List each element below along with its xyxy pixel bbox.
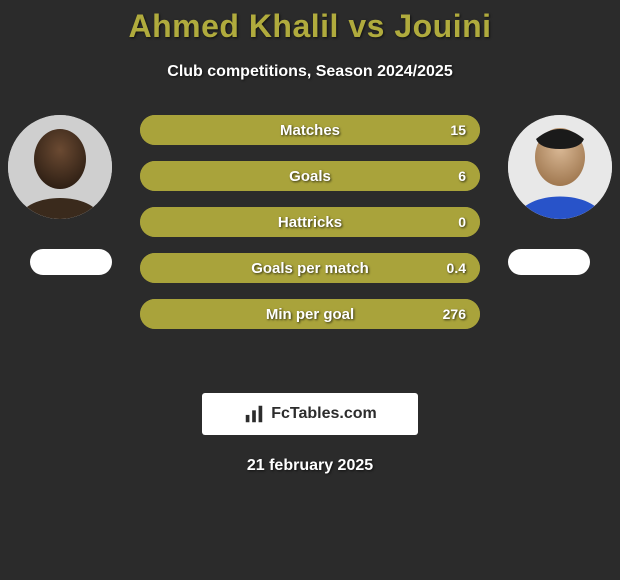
stat-bar-label: Min per goal bbox=[266, 306, 354, 323]
stat-bar-label: Goals per match bbox=[251, 260, 369, 277]
subtitle: Club competitions, Season 2024/2025 bbox=[0, 63, 620, 81]
avatar-placeholder-icon bbox=[508, 115, 612, 219]
stat-bar: Min per goal 276 bbox=[140, 299, 480, 329]
stat-bar-label: Goals bbox=[289, 168, 331, 185]
stat-bar-label: Hattricks bbox=[278, 214, 342, 231]
stat-bar-label: Matches bbox=[280, 122, 340, 139]
stat-bar-right-value: 6 bbox=[458, 168, 466, 184]
branding-badge: FcTables.com bbox=[202, 393, 418, 435]
date-label: 21 february 2025 bbox=[0, 457, 620, 475]
avatar-placeholder-icon bbox=[8, 115, 112, 219]
stat-bars: Matches 15 Goals 6 Hattricks 0 Goals per match… bbox=[140, 115, 480, 345]
player-left-avatar bbox=[8, 115, 112, 219]
player-right-avatar bbox=[508, 115, 612, 219]
stat-bar: Matches 15 bbox=[140, 115, 480, 145]
stat-bar: Goals per match 0.4 bbox=[140, 253, 480, 283]
stat-bar: Goals 6 bbox=[140, 161, 480, 191]
stat-bar-right-value: 0 bbox=[458, 214, 466, 230]
stat-bar-right-value: 0.4 bbox=[447, 260, 466, 276]
page-title: Ahmed Khalil vs Jouini bbox=[0, 8, 620, 45]
content-area: Matches 15 Goals 6 Hattricks 0 Goals per match… bbox=[0, 115, 620, 375]
player-left-club-badge bbox=[30, 249, 112, 275]
stat-bar-right-value: 15 bbox=[450, 122, 466, 138]
comparison-card: Ahmed Khalil vs Jouini Club competitions… bbox=[0, 0, 620, 475]
bar-chart-icon bbox=[243, 403, 265, 425]
stat-bar-right-value: 276 bbox=[443, 306, 466, 322]
stat-bar: Hattricks 0 bbox=[140, 207, 480, 237]
player-right-club-badge bbox=[508, 249, 590, 275]
branding-text: FcTables.com bbox=[271, 405, 377, 423]
